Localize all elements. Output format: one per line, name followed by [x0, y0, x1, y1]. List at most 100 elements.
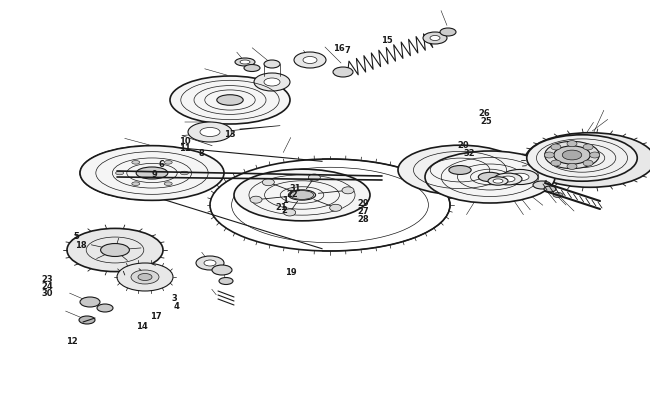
Ellipse shape [562, 150, 582, 160]
Ellipse shape [132, 182, 140, 185]
Ellipse shape [554, 146, 590, 164]
Ellipse shape [235, 58, 255, 66]
Text: 20: 20 [457, 141, 469, 150]
Ellipse shape [240, 60, 250, 64]
Ellipse shape [545, 141, 599, 168]
Ellipse shape [283, 209, 296, 216]
Text: 32: 32 [463, 149, 475, 158]
Ellipse shape [188, 122, 232, 142]
Ellipse shape [80, 146, 224, 200]
Ellipse shape [67, 228, 163, 272]
Text: 12: 12 [66, 337, 77, 345]
Ellipse shape [567, 163, 577, 169]
Ellipse shape [544, 186, 556, 192]
Text: 8: 8 [199, 149, 204, 158]
Ellipse shape [117, 263, 173, 291]
Text: 11: 11 [179, 144, 191, 153]
Text: 9: 9 [151, 170, 157, 179]
Ellipse shape [210, 159, 450, 251]
Ellipse shape [289, 190, 316, 200]
Ellipse shape [303, 57, 317, 64]
Ellipse shape [525, 133, 650, 187]
Ellipse shape [478, 172, 502, 182]
Ellipse shape [398, 145, 522, 195]
Ellipse shape [101, 243, 129, 256]
Ellipse shape [488, 177, 508, 185]
Ellipse shape [440, 28, 456, 36]
Ellipse shape [204, 260, 216, 266]
Ellipse shape [164, 182, 172, 185]
Ellipse shape [551, 144, 561, 150]
Text: 6: 6 [158, 160, 164, 168]
Ellipse shape [131, 270, 159, 284]
Ellipse shape [136, 167, 168, 179]
Text: 3: 3 [172, 294, 177, 303]
Ellipse shape [425, 151, 555, 203]
Text: 22: 22 [287, 190, 298, 199]
Text: 7: 7 [345, 46, 350, 55]
Text: 14: 14 [136, 322, 148, 330]
Text: 28: 28 [357, 215, 369, 224]
Ellipse shape [244, 64, 260, 72]
Ellipse shape [116, 171, 124, 175]
Ellipse shape [502, 169, 538, 185]
Ellipse shape [264, 78, 280, 86]
Ellipse shape [583, 160, 593, 166]
Ellipse shape [132, 160, 140, 164]
Ellipse shape [234, 169, 370, 221]
Ellipse shape [181, 171, 188, 175]
Ellipse shape [219, 277, 233, 284]
Ellipse shape [533, 181, 551, 189]
Ellipse shape [212, 265, 232, 275]
Ellipse shape [449, 166, 471, 175]
Text: 4: 4 [174, 303, 180, 311]
Text: 31: 31 [290, 184, 302, 193]
Ellipse shape [291, 191, 313, 199]
Ellipse shape [250, 196, 262, 203]
Ellipse shape [138, 273, 152, 281]
Ellipse shape [97, 304, 113, 312]
Ellipse shape [254, 73, 290, 91]
Text: 24: 24 [41, 282, 53, 291]
Text: 13: 13 [224, 130, 235, 139]
Ellipse shape [170, 76, 290, 124]
Text: 17: 17 [150, 312, 162, 321]
Ellipse shape [164, 160, 172, 164]
Text: 26: 26 [478, 109, 490, 118]
Ellipse shape [590, 152, 600, 158]
Ellipse shape [263, 179, 274, 186]
Ellipse shape [544, 152, 554, 158]
Ellipse shape [264, 60, 280, 68]
Ellipse shape [217, 95, 243, 105]
Text: 18: 18 [75, 241, 87, 249]
Ellipse shape [583, 144, 593, 150]
Text: 16: 16 [333, 44, 345, 53]
Ellipse shape [294, 52, 326, 68]
Text: 27: 27 [357, 207, 369, 216]
Text: 5: 5 [73, 232, 80, 241]
Ellipse shape [526, 135, 637, 181]
Ellipse shape [423, 32, 447, 44]
Ellipse shape [501, 176, 515, 182]
Ellipse shape [553, 192, 563, 198]
Ellipse shape [196, 256, 224, 270]
Text: 1: 1 [281, 196, 288, 205]
Ellipse shape [308, 174, 320, 181]
Text: 19: 19 [285, 268, 297, 277]
Ellipse shape [494, 173, 522, 185]
Ellipse shape [342, 187, 354, 194]
Ellipse shape [567, 141, 577, 147]
Ellipse shape [80, 297, 100, 307]
Ellipse shape [79, 316, 95, 324]
Text: 30: 30 [41, 289, 53, 298]
Text: 2: 2 [281, 206, 288, 215]
Ellipse shape [330, 204, 342, 211]
Text: 25: 25 [480, 117, 492, 126]
Ellipse shape [493, 179, 503, 183]
Text: 21: 21 [275, 203, 287, 212]
Text: 15: 15 [382, 36, 393, 45]
Ellipse shape [430, 36, 440, 41]
Text: 23: 23 [41, 275, 53, 284]
Text: 10: 10 [179, 137, 191, 146]
Ellipse shape [200, 128, 220, 136]
